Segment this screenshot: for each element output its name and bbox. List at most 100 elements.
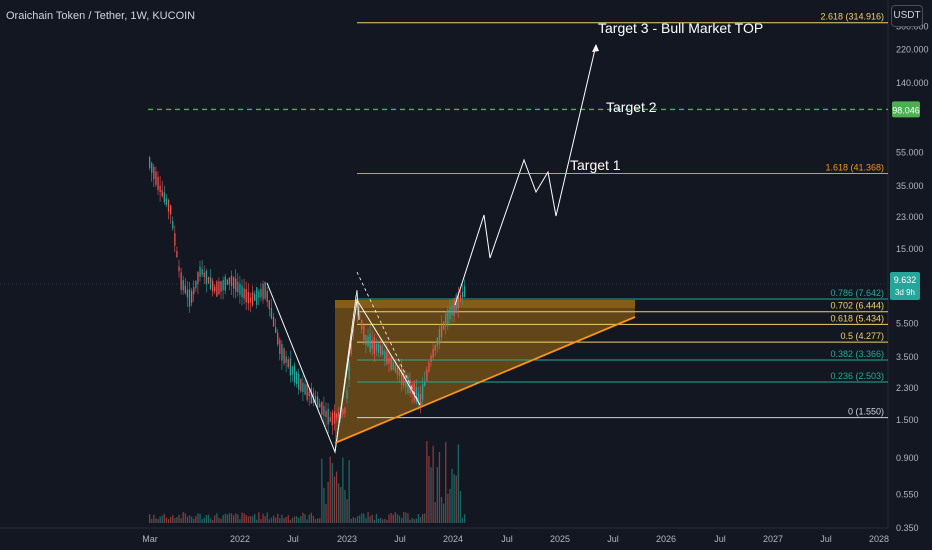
candle-body (415, 386, 417, 403)
candle-body (245, 289, 247, 303)
volume-bar (149, 514, 151, 523)
candle-body (167, 199, 170, 212)
candle-body (291, 366, 294, 375)
volume-bar (424, 513, 426, 523)
x-tick-label: Jul (394, 534, 406, 544)
candle-body (308, 391, 310, 396)
volume-bar (455, 475, 457, 523)
y-tick-label: 23.000 (896, 212, 924, 222)
candle-body (176, 251, 178, 258)
candle-body (178, 266, 180, 272)
x-tick-label: Jul (607, 534, 619, 544)
y-tick-label: 35.000 (896, 181, 924, 191)
volume-bar (445, 442, 447, 523)
symbol-title: Oraichain Token / Tether, 1W, KUCOIN (6, 10, 196, 22)
volume-bar (216, 513, 218, 523)
volume-bar (283, 518, 285, 523)
volume-bar (398, 515, 401, 523)
candle-body (302, 382, 304, 392)
volume-bar (293, 516, 296, 523)
candle-body (270, 308, 273, 319)
volume-bar (453, 474, 455, 523)
volume-bar (165, 517, 168, 523)
volume-bar (191, 516, 193, 523)
candle-body (212, 280, 214, 292)
y-tick-label: 3.500 (896, 352, 919, 362)
candle-body (283, 348, 285, 364)
candle-body (430, 355, 432, 362)
candle-body (306, 383, 308, 400)
volume-bar (262, 513, 264, 523)
volume-bar (306, 519, 308, 523)
volume-bar (201, 519, 203, 523)
volume-bar (296, 516, 298, 523)
candle-body (268, 300, 270, 310)
volume-bar (222, 514, 224, 523)
candle-body (237, 281, 239, 293)
x-tick-label: Jul (501, 534, 513, 544)
candle-body (396, 367, 399, 375)
candle-body (424, 381, 426, 386)
volume-bar (409, 519, 411, 523)
x-tick-label: Jul (820, 534, 832, 544)
x-tick-label: Jul (287, 534, 299, 544)
volume-bar (167, 519, 170, 523)
fib-level-label: 0.702 (6.444) (830, 301, 884, 311)
volume-bar (321, 458, 323, 523)
volume-bar (447, 493, 449, 523)
volume-bar (186, 516, 189, 523)
volume-bar (287, 515, 289, 523)
candle-body (344, 407, 346, 414)
volume-bar (457, 444, 459, 523)
volume-bar (151, 518, 153, 523)
candle-body (277, 332, 279, 345)
candle-body (207, 277, 210, 284)
volume-bar (304, 514, 306, 523)
candle-body (256, 287, 258, 305)
candle-body (382, 350, 384, 355)
volume-bar (377, 518, 380, 523)
volume-bar (279, 518, 281, 523)
candle-body (310, 387, 312, 404)
candle-body (461, 291, 464, 298)
candle-body (298, 373, 300, 390)
volume-bar (390, 512, 392, 523)
volume-bar (401, 517, 403, 523)
volume-bar (245, 515, 247, 523)
volume-bar (413, 519, 415, 523)
volume-bar (327, 481, 329, 523)
candle-body (438, 328, 441, 345)
volume-bar (163, 513, 165, 523)
volume-bar (419, 517, 422, 523)
fib-zone-top (335, 300, 635, 308)
currency-selector[interactable]: USDT (891, 5, 923, 27)
candle-body (279, 339, 281, 354)
candle-body (457, 293, 459, 309)
volume-bar (331, 463, 333, 523)
candle-body (186, 289, 189, 298)
volume-bar (291, 517, 294, 523)
candle-body (319, 403, 321, 408)
volume-bar (386, 519, 388, 523)
volume-bar (459, 490, 462, 523)
volume-bar (197, 513, 199, 523)
volume-bar (417, 513, 420, 523)
volume-bar (369, 516, 371, 523)
target-annotation: Target 1 (570, 157, 621, 173)
volume-bar (405, 512, 407, 523)
candle-body (403, 371, 405, 386)
fib-level-label: 0 (1.550) (848, 407, 884, 417)
fib-level-label: 2.618 (314.916) (820, 12, 884, 22)
candle-body (260, 288, 262, 298)
candle-body (342, 409, 344, 415)
volume-bar (443, 503, 445, 523)
candle-body (272, 316, 275, 327)
candle-body (459, 295, 462, 301)
volume-bar (363, 513, 365, 523)
y-tick-label: 0.550 (896, 490, 919, 500)
candle-body (165, 198, 168, 205)
volume-bar (464, 514, 466, 523)
y-tick-label: 55.000 (896, 147, 924, 157)
y-tick-label: 0.900 (896, 453, 919, 463)
